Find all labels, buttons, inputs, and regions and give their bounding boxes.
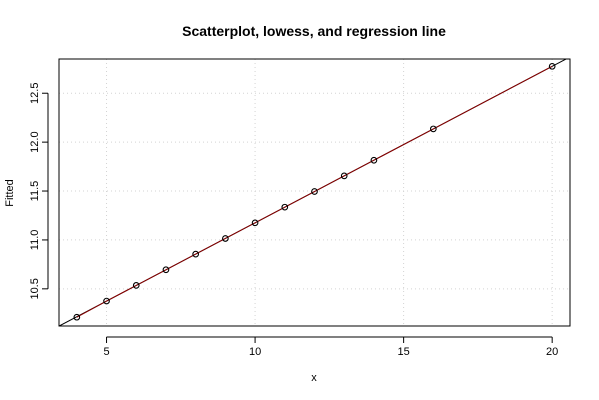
x-tick-label: 15 (398, 346, 410, 358)
data-point (162, 266, 170, 274)
x-axis-title: x (311, 372, 317, 384)
plot-frame (58, 58, 571, 327)
chart-title: Scatterplot, lowess, and regression line (182, 23, 446, 39)
data-point (281, 203, 289, 211)
x-tick-label: 20 (546, 346, 558, 358)
data-point (340, 172, 348, 180)
lowess-line (76, 65, 553, 318)
data-point (311, 188, 318, 195)
x-tick-label: 10 (249, 346, 261, 358)
data-point (251, 219, 259, 227)
y-tick-label: 11.5 (29, 181, 41, 202)
data-point (222, 235, 229, 242)
y-axis-title: Fitted (4, 179, 16, 207)
x-tick-label: 5 (103, 346, 109, 358)
grid-lines (59, 59, 570, 326)
axes: 5 10 15 20 10.5 11.0 11.5 12.0 12.5 (29, 83, 558, 358)
point-layer (73, 62, 556, 321)
y-tick-label: 11.0 (29, 230, 41, 251)
data-point (103, 297, 110, 305)
data-point (429, 125, 437, 133)
data-point (548, 62, 556, 70)
line-layer (59, 59, 568, 326)
y-tick-label: 12.0 (29, 131, 41, 152)
y-tick-label: 12.5 (29, 83, 41, 104)
y-tick-label: 10.5 (29, 278, 41, 299)
data-point (370, 156, 378, 164)
data-point (73, 313, 81, 321)
data-point (132, 282, 140, 289)
data-point (192, 250, 200, 258)
